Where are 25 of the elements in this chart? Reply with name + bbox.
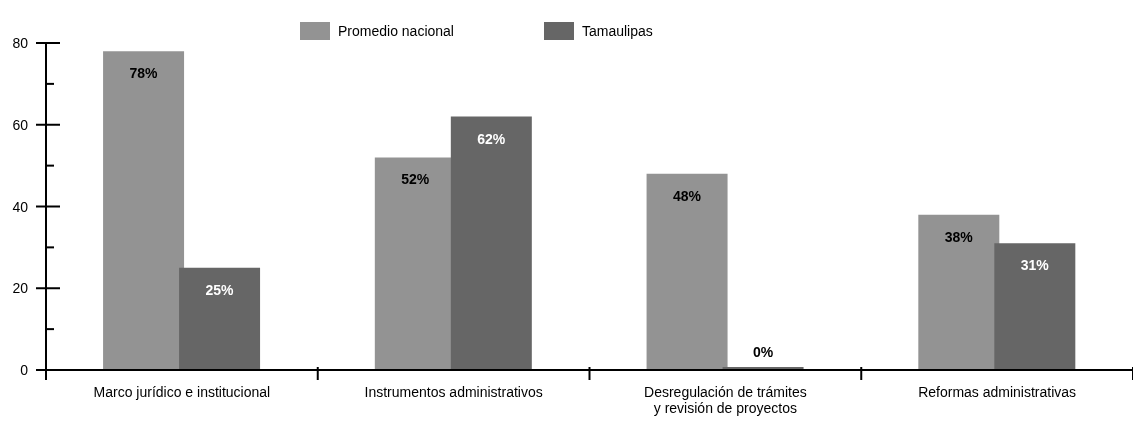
y-tick-label: 0 [20,362,29,378]
data-label: 0% [752,344,774,360]
data-label: 62% [477,130,506,147]
data-label: 78% [129,65,159,82]
x-tick-label: Marco jurídico e institucional [93,384,271,400]
data-label: 25% [205,281,235,298]
bar [450,116,532,370]
bar [994,243,1076,370]
legend-label: Promedio nacional [338,23,454,39]
bar [646,173,728,370]
y-tick-label: 80 [12,35,29,51]
y-tick-label: 60 [12,116,29,133]
y-tick-label: 40 [12,198,29,215]
data-label: 48% [673,187,702,204]
y-tick-label: 20 [12,280,29,297]
data-label: 52% [401,171,430,188]
bar [918,214,1000,370]
x-tick-label: Instrumentos administrativos [364,384,543,400]
legend-label: Tamaulipas [581,23,653,39]
bar [179,267,261,370]
data-label: 31% [1020,257,1050,274]
x-tick-label: Reformas administrativas [918,384,1077,400]
x-tick-label: Desregulación de trámites y revisión de proyectos [644,384,807,416]
data-label: 38% [944,228,974,245]
bar [103,51,185,370]
